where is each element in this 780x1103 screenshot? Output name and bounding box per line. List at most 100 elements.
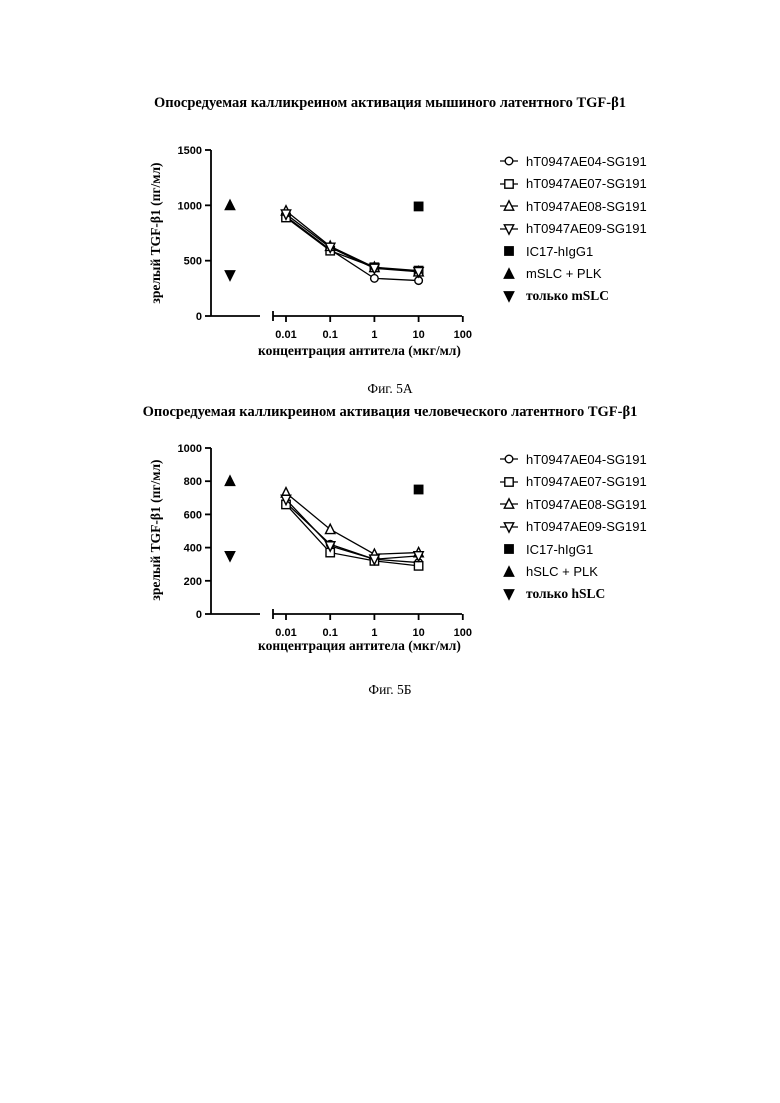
- legend-label: IC17-hIgG1: [526, 244, 593, 259]
- legend-marker-icon: [498, 289, 520, 303]
- series-line: [286, 214, 419, 272]
- legend-marker: [504, 590, 513, 599]
- legend-label: hT0947AE04-SG191: [526, 154, 647, 169]
- legend-marker-icon: [498, 587, 520, 601]
- legend-label: hT0947AE08-SG191: [526, 497, 647, 512]
- legend-label: hT0947AE04-SG191: [526, 452, 647, 467]
- legend-item: hSLC + PLK: [498, 561, 647, 584]
- figure-a-caption: Фиг. 5А: [0, 381, 780, 397]
- y-tick-label: 0: [196, 609, 202, 621]
- legend-item: hT0947AE04-SG191: [498, 150, 647, 173]
- series-hT0947AE04-SG191: [282, 213, 422, 285]
- y-tick-label: 600: [184, 509, 202, 521]
- legend-item: hT0947AE07-SG191: [498, 173, 647, 196]
- chart-b-legend: hT0947AE04-SG191 hT0947AE07-SG191 hT0947AE…: [498, 448, 647, 606]
- legend-marker-icon: [498, 520, 520, 534]
- data-point: [414, 562, 422, 570]
- patent-page: Опосредуемая калликреином активация мыши…: [0, 0, 780, 1103]
- legend-item: IC17-hIgG1: [498, 538, 647, 561]
- y-tick-label: 1000: [178, 443, 202, 455]
- y-tick-label: 0: [196, 311, 202, 323]
- chart-a-legend: hT0947AE04-SG191 hT0947AE07-SG191 hT0947AE…: [498, 150, 647, 308]
- legend-item: IC17-hIgG1: [498, 240, 647, 263]
- series-line: [286, 504, 419, 565]
- x-tick-label: 1: [371, 329, 377, 341]
- y-tick-label: 500: [184, 256, 202, 268]
- legend-marker-icon: [498, 154, 520, 168]
- legend-marker-icon: [498, 497, 520, 511]
- point-только mSLC: [225, 271, 234, 280]
- chart-a-xlabel: концентрация антитела (мкг/мл): [258, 343, 461, 359]
- legend-label: только mSLC: [526, 288, 609, 304]
- x-tick-label: 0.1: [323, 329, 338, 341]
- legend-marker: [505, 247, 513, 255]
- chart-b: 020040060080010000.010.1110100: [140, 440, 480, 670]
- chart-svg: 0500100015000.010.1110100: [140, 140, 480, 370]
- figure-b-title: Опосредуемая калликреином активация чело…: [0, 404, 780, 421]
- x-tick-label: 0.01: [275, 329, 296, 341]
- legend-marker-icon: [498, 267, 520, 281]
- series-line: [286, 218, 419, 271]
- series-hT0947AE09-SG191: [281, 210, 423, 277]
- x-tick-label: 10: [412, 329, 424, 341]
- legend-item: hT0947AE07-SG191: [498, 471, 647, 494]
- series-hT0947AE08-SG191: [281, 206, 423, 276]
- legend-item: только mSLC: [498, 285, 647, 308]
- chart-b-xlabel: концентрация антитела (мкг/мл): [258, 638, 461, 654]
- chart-b-ylabel: зрелый TGF-β1 (пг/мл): [148, 430, 164, 630]
- point-hSLC + PLK: [225, 476, 234, 485]
- legend-marker-icon: [498, 452, 520, 466]
- legend-label: только hSLC: [526, 586, 605, 602]
- series-hT0947AE07-SG191: [282, 213, 423, 275]
- legend-marker-icon: [498, 475, 520, 489]
- legend-label: mSLC + PLK: [526, 266, 602, 281]
- point-IC17-hIgG1: [414, 202, 422, 210]
- legend-item: hT0947AE09-SG191: [498, 516, 647, 539]
- legend-label: IC17-hIgG1: [526, 542, 593, 557]
- legend-marker: [505, 157, 513, 165]
- series-line: [286, 493, 419, 554]
- legend-marker-icon: [498, 244, 520, 258]
- series-hT0947AE09-SG191: [281, 495, 423, 564]
- figure-a-title: Опосредуемая калликреином активация мыши…: [0, 95, 780, 112]
- data-point: [371, 275, 379, 283]
- point-IC17-hIgG1: [414, 485, 422, 493]
- legend-marker-icon: [498, 199, 520, 213]
- legend-marker-icon: [498, 177, 520, 191]
- y-tick-label: 200: [184, 576, 202, 588]
- chart-svg: 020040060080010000.010.1110100: [140, 440, 480, 670]
- legend-item: hT0947AE08-SG191: [498, 195, 647, 218]
- legend-label: hSLC + PLK: [526, 564, 598, 579]
- legend-label: hT0947AE08-SG191: [526, 199, 647, 214]
- data-point: [326, 524, 335, 533]
- series-line: [286, 211, 419, 272]
- y-tick-label: 400: [184, 543, 202, 555]
- legend-marker: [505, 545, 513, 553]
- legend-item: mSLC + PLK: [498, 263, 647, 286]
- legend-marker-icon: [498, 222, 520, 236]
- chart-a: 0500100015000.010.1110100: [140, 140, 480, 370]
- x-tick-label: 100: [454, 329, 472, 341]
- legend-item: hT0947AE08-SG191: [498, 493, 647, 516]
- figure-b-caption: Фиг. 5Б: [0, 682, 780, 698]
- series-hT0947AE07-SG191: [282, 500, 423, 570]
- legend-marker: [505, 478, 513, 486]
- legend-label: hT0947AE09-SG191: [526, 519, 647, 534]
- legend-marker: [504, 269, 513, 278]
- legend-marker: [505, 180, 513, 188]
- legend-marker: [504, 292, 513, 301]
- y-tick-label: 800: [184, 476, 202, 488]
- legend-label: hT0947AE09-SG191: [526, 221, 647, 236]
- y-tick-label: 1000: [178, 200, 202, 212]
- legend-marker: [504, 567, 513, 576]
- point-mSLC + PLK: [225, 200, 234, 209]
- legend-item: только hSLC: [498, 583, 647, 606]
- legend-marker-icon: [498, 565, 520, 579]
- legend-marker: [505, 455, 513, 463]
- legend-marker-icon: [498, 542, 520, 556]
- chart-a-ylabel: зрелый TGF-β1 (пг/мл): [148, 133, 164, 333]
- legend-item: hT0947AE09-SG191: [498, 218, 647, 241]
- legend-label: hT0947AE07-SG191: [526, 474, 647, 489]
- point-только hSLC: [225, 552, 234, 561]
- legend-label: hT0947AE07-SG191: [526, 176, 647, 191]
